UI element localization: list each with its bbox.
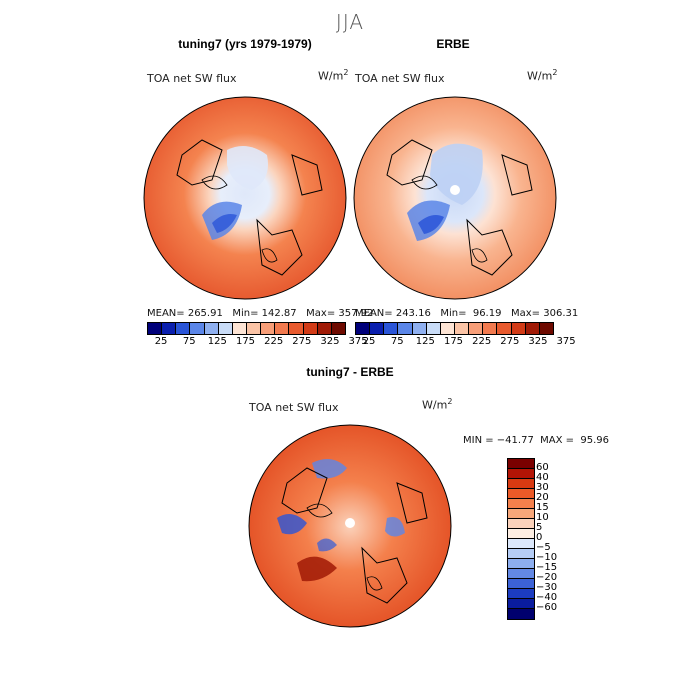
colorbar-swatch <box>190 323 205 334</box>
colorbar-swatch <box>317 323 332 334</box>
colorbar-tick-label: 30 <box>536 482 549 493</box>
colorbar-swatch <box>289 323 304 334</box>
colorbar-tick-label: 375 <box>556 336 576 347</box>
colorbar-tick-label: 275 <box>292 336 312 347</box>
colorbar-tick-label: −40 <box>536 592 558 603</box>
colorbar-swatch <box>497 323 512 334</box>
colorbar-tick-label: 25 <box>362 336 376 347</box>
panel-units-diff: W/m2 <box>422 397 453 412</box>
colorbar-swatch <box>331 323 345 334</box>
colorbar-swatch <box>508 589 534 599</box>
colorbar-swatch <box>508 519 534 529</box>
colorbar-tick-label: −15 <box>536 562 558 573</box>
colorbar-diff <box>507 458 535 620</box>
colorbar-swatch <box>508 479 534 489</box>
panel-title-erbe: ERBE <box>436 37 470 51</box>
colorbar-erbe <box>355 322 554 335</box>
colorbar-tick-label: 75 <box>390 336 404 347</box>
colorbar-swatch <box>370 323 385 334</box>
polar-map-model <box>143 96 347 300</box>
polar-map-erbe <box>353 96 557 300</box>
colorbar-swatch <box>525 323 540 334</box>
colorbar-tick-label: 125 <box>415 336 435 347</box>
colorbar-swatch <box>218 323 233 334</box>
colorbar-tick-label: 60 <box>536 462 549 473</box>
panel-variable-model: TOA net SW flux <box>147 72 237 85</box>
colorbar-tick-label: 20 <box>536 492 549 503</box>
panel-variable-erbe: TOA net SW flux <box>355 72 445 85</box>
colorbar-tick-label: 275 <box>500 336 520 347</box>
colorbar-tick-label: 125 <box>207 336 227 347</box>
colorbar-swatch <box>162 323 177 334</box>
colorbar-swatch <box>261 323 276 334</box>
colorbar-ticks-model: 25 75 125 175 225 275 325 375 <box>147 336 368 350</box>
colorbar-model <box>147 322 346 335</box>
colorbar-tick-label: 0 <box>536 532 543 543</box>
colorbar-tick-label: 10 <box>536 512 549 523</box>
colorbar-tick-label: −20 <box>536 572 558 583</box>
panel-units-erbe: W/m2 <box>527 68 558 83</box>
colorbar-swatch <box>384 323 399 334</box>
colorbar-tick-label: 75 <box>182 336 196 347</box>
panel-stats-model: MEAN= 265.91 Min= 142.87 Max= 357.92 <box>147 308 374 319</box>
figure-title: JJA <box>335 10 365 34</box>
colorbar-swatch <box>511 323 526 334</box>
colorbar-swatch <box>539 323 553 334</box>
colorbar-tick-label: 325 <box>320 336 340 347</box>
colorbar-swatch <box>426 323 441 334</box>
colorbar-tick-label: 225 <box>472 336 492 347</box>
panel-title-diff: tuning7 - ERBE <box>306 365 394 379</box>
colorbar-swatch <box>508 579 534 589</box>
colorbar-swatch <box>275 323 290 334</box>
colorbar-ticks-erbe: 25 75 125 175 225 275 325 375 <box>355 336 576 350</box>
colorbar-tick-label: −10 <box>536 552 558 563</box>
colorbar-swatch <box>412 323 427 334</box>
colorbar-swatch <box>508 599 534 609</box>
colorbar-tick-label: 225 <box>264 336 284 347</box>
colorbar-tick-label: 15 <box>536 502 549 513</box>
colorbar-ticks-diff: 60 40 30 20 15 10 5 0 −5 −10 −15 −20 −30 −40 −60 <box>536 458 576 624</box>
colorbar-swatch <box>440 323 455 334</box>
colorbar-tick-label: 40 <box>536 472 549 483</box>
colorbar-tick-label: 175 <box>235 336 256 347</box>
colorbar-swatch <box>508 539 534 549</box>
colorbar-swatch <box>246 323 262 334</box>
colorbar-tick-label: 5 <box>536 522 543 533</box>
panel-stats-diff: MIN = −41.77 MAX = 95.96 <box>463 435 610 446</box>
colorbar-tick-label: 375 <box>348 336 368 347</box>
colorbar-swatch <box>508 609 534 619</box>
colorbar-swatch <box>356 323 371 334</box>
colorbar-swatch <box>508 529 534 539</box>
colorbar-swatch <box>204 323 219 334</box>
panel-variable-diff: TOA net SW flux <box>249 401 339 414</box>
colorbar-tick-label: 325 <box>528 336 548 347</box>
colorbar-tick-label: −30 <box>536 582 558 593</box>
colorbar-swatch <box>508 569 534 579</box>
colorbar-swatch <box>483 323 498 334</box>
colorbar-tick-label: 25 <box>154 336 168 347</box>
panel-stats-erbe: MEAN= 243.16 Min= 96.19 Max= 306.31 <box>355 308 579 319</box>
colorbar-swatch <box>508 549 534 559</box>
colorbar-tick-label: 175 <box>443 336 464 347</box>
colorbar-swatch <box>508 469 534 479</box>
colorbar-swatch <box>398 323 413 334</box>
colorbar-swatch <box>508 499 534 509</box>
colorbar-swatch <box>303 323 318 334</box>
colorbar-swatch <box>508 559 534 569</box>
colorbar-swatch <box>469 323 484 334</box>
colorbar-swatch <box>148 323 163 334</box>
colorbar-swatch <box>508 489 534 499</box>
polar-map-diff <box>248 424 452 628</box>
colorbar-tick-label: −5 <box>536 542 551 553</box>
panel-units-model: W/m2 <box>318 68 349 83</box>
colorbar-swatch <box>232 323 247 334</box>
panel-title-model: tuning7 (yrs 1979-1979) <box>178 37 312 51</box>
colorbar-swatch <box>176 323 191 334</box>
colorbar-swatch <box>508 509 534 519</box>
colorbar-swatch <box>508 459 534 469</box>
colorbar-swatch <box>454 323 470 334</box>
colorbar-tick-label: −60 <box>536 602 558 613</box>
